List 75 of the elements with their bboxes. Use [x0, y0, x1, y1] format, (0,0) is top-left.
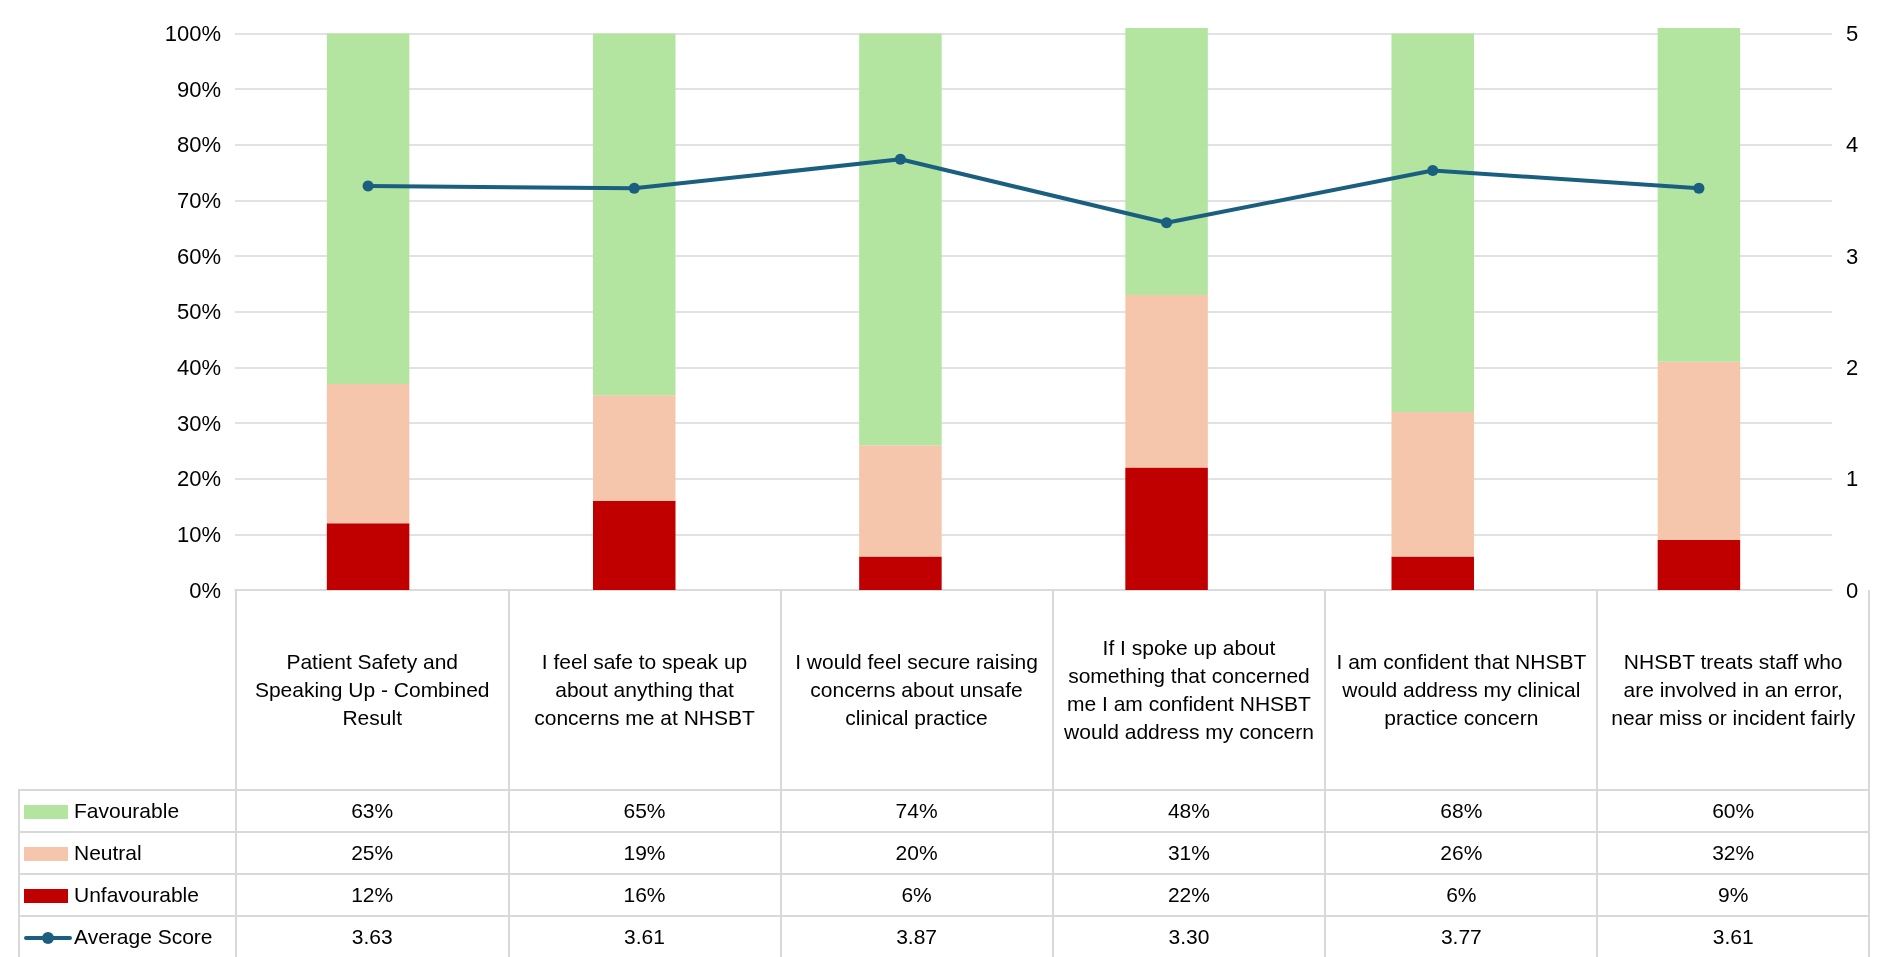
point	[1161, 217, 1173, 229]
data-label: 31%	[1052, 832, 1326, 874]
y-tick-label: 0%	[189, 577, 221, 603]
y-tick-label: 40%	[176, 354, 221, 380]
data-label: 6%	[780, 874, 1053, 916]
bar	[326, 523, 410, 590]
y-tick-label: 100%	[164, 21, 221, 47]
bar	[592, 395, 676, 501]
y-tick-label: 20%	[176, 466, 221, 492]
legend-label: Neutral	[19, 832, 236, 874]
data-label: 26%	[1325, 832, 1598, 874]
bar	[326, 33, 410, 385]
data-label: 3.61	[508, 916, 781, 957]
data-label: 16%	[508, 874, 781, 916]
data-label: 20%	[780, 832, 1053, 874]
bar	[1657, 28, 1741, 362]
y2-tick-label: 4	[1846, 132, 1859, 158]
bar	[1125, 295, 1208, 468]
bar	[326, 384, 410, 524]
bar	[1125, 467, 1208, 590]
legend-label: Unfavourable	[19, 874, 236, 916]
point	[1693, 182, 1705, 194]
data-label: 19%	[508, 832, 781, 874]
y-tick-label: 80%	[176, 132, 221, 158]
bar	[1657, 361, 1741, 540]
data-label: 74%	[780, 790, 1053, 832]
y-tick-label: 90%	[176, 76, 221, 102]
data-label: 25%	[235, 832, 509, 874]
y-tick-label: 10%	[176, 521, 221, 547]
data-label: 3.63	[235, 916, 509, 957]
bar	[1657, 539, 1741, 590]
x-tick-label: If I spoke up about something that concerned me I am confident NHSBT would address my concern	[1052, 590, 1326, 790]
point	[894, 153, 906, 165]
data-label: 6%	[1325, 874, 1598, 916]
bar	[859, 33, 942, 446]
data-label: 3.87	[780, 916, 1053, 957]
bar	[1391, 556, 1475, 590]
data-label: 3.61	[1597, 916, 1869, 957]
data-label: 60%	[1597, 790, 1869, 832]
x-tick-label: I feel safe to speak up about anything that concerns me at NHSBT	[508, 590, 781, 790]
y2-tick-label: 5	[1846, 21, 1859, 47]
y-tick-label: 70%	[176, 187, 221, 213]
bar	[1391, 411, 1475, 557]
data-label: 12%	[235, 874, 509, 916]
bar	[1391, 33, 1475, 412]
data-label: 63%	[235, 790, 509, 832]
point	[1427, 164, 1439, 176]
y2-tick-label: 0	[1846, 577, 1859, 603]
bar	[859, 556, 942, 590]
y2-tick-label: 2	[1846, 354, 1859, 380]
y-tick-label: 50%	[176, 299, 221, 325]
bar	[859, 445, 942, 557]
data-label: 3.30	[1052, 916, 1326, 957]
x-tick-label: I would feel secure raising concerns about unsafe clinical practice	[780, 590, 1053, 790]
x-tick-label: NHSBT treats staff who are involved in an error, near miss or incident fairly	[1611, 649, 1856, 729]
y2-tick-label: 1	[1846, 466, 1859, 492]
data-label: 9%	[1597, 874, 1869, 916]
point	[628, 182, 640, 194]
y-tick-label: 30%	[176, 410, 221, 436]
y2-tick-label: 3	[1846, 243, 1859, 269]
y-tick-label: 60%	[176, 243, 221, 269]
data-label: 22%	[1052, 874, 1326, 916]
x-tick-label: I am confident that NHSBT would address my clinical practice concern	[1325, 590, 1598, 790]
data-label: 3.77	[1325, 916, 1598, 957]
data-label: 48%	[1052, 790, 1326, 832]
data-label: 68%	[1325, 790, 1598, 832]
point	[362, 180, 374, 192]
legend-label: Favourable	[19, 790, 236, 832]
legend-label: Average Score	[19, 916, 236, 957]
bar	[592, 500, 676, 590]
data-label: 65%	[508, 790, 781, 832]
bar	[592, 33, 676, 396]
x-tick-label: Patient Safety and Speaking Up - Combined Result	[235, 590, 509, 790]
data-label: 32%	[1597, 832, 1869, 874]
bar	[1125, 28, 1208, 296]
